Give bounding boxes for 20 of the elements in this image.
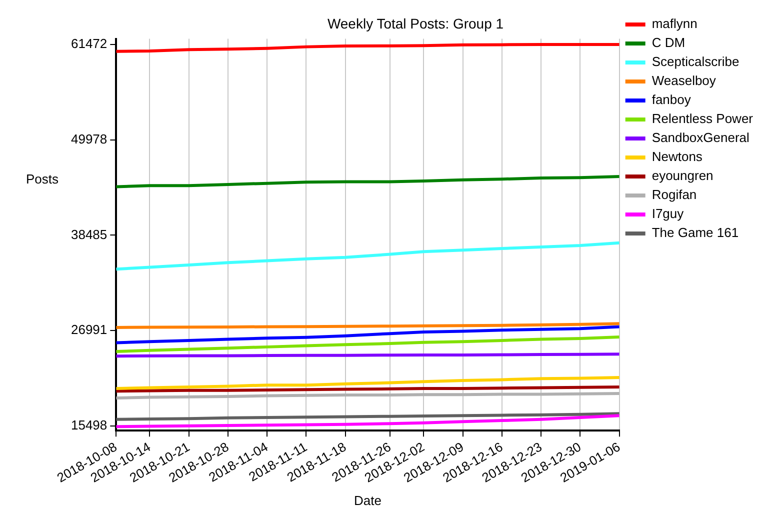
- y-tick-label: 15498: [70, 417, 108, 432]
- y-tick-label: 38485: [70, 226, 108, 242]
- x-axis-title: Date: [354, 492, 382, 508]
- legend-label: C DM: [652, 35, 686, 50]
- y-axis-title: Posts: [26, 171, 60, 186]
- legend-label: I7guy: [652, 206, 684, 222]
- legend-label: eyoungren: [652, 168, 714, 184]
- legend-label: Weaselboy: [652, 73, 716, 88]
- legend-label: Rogifan: [652, 187, 697, 202]
- legend-label: fanboy: [652, 92, 692, 108]
- y-tick-label: 61472: [70, 36, 108, 52]
- legend-label: Newtons: [652, 149, 703, 164]
- legend-label: maflynn: [652, 16, 698, 32]
- legend-label: Relentless Power: [652, 111, 754, 126]
- y-tick-label: 49978: [70, 131, 108, 146]
- chart-title: Weekly Total Posts: Group 1: [327, 15, 504, 32]
- legend-label: Scepticalscribe: [652, 54, 740, 70]
- legend-label: SandboxGeneral: [652, 130, 750, 146]
- legend-label: The Game 161: [652, 225, 739, 240]
- y-tick-label: 26991: [70, 322, 108, 338]
